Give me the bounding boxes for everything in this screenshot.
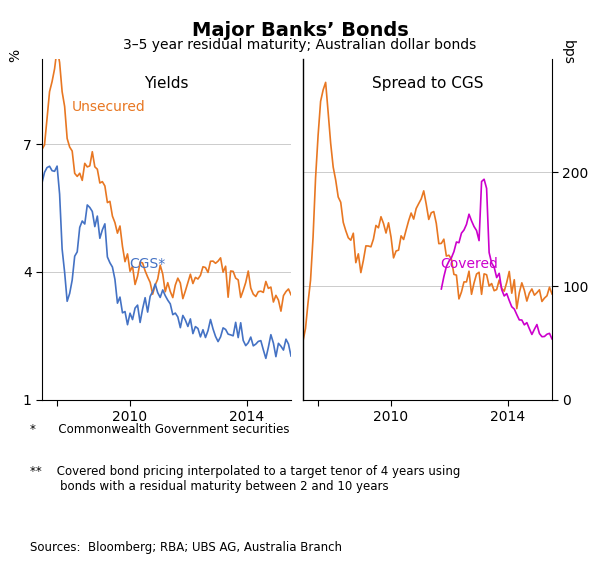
Text: Covered: Covered [440, 256, 498, 270]
Text: Major Banks’ Bonds: Major Banks’ Bonds [191, 21, 409, 39]
Text: **    Covered bond pricing interpolated to a target tenor of 4 years using
     : ** Covered bond pricing interpolated to … [30, 465, 460, 493]
Text: Yields: Yields [144, 76, 189, 91]
Y-axis label: bps: bps [560, 39, 574, 65]
Text: 3–5 year residual maturity; Australian dollar bonds: 3–5 year residual maturity; Australian d… [124, 38, 476, 52]
Text: *      Commonwealth Government securities: * Commonwealth Government securities [30, 423, 290, 436]
Text: Spread to CGS: Spread to CGS [372, 76, 483, 91]
Y-axis label: %: % [8, 49, 22, 62]
Text: Unsecured: Unsecured [72, 100, 146, 113]
Text: CGS*: CGS* [129, 256, 166, 270]
Text: Sources:  Bloomberg; RBA; UBS AG, Australia Branch: Sources: Bloomberg; RBA; UBS AG, Austral… [30, 541, 342, 554]
